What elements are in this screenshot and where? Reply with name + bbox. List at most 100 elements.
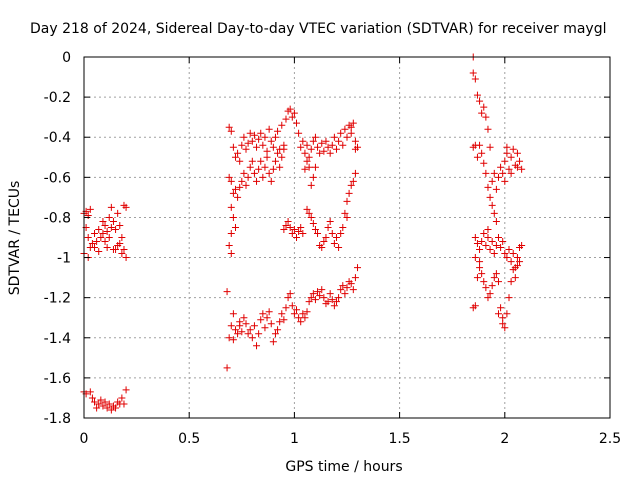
x-tick-label: 1 xyxy=(290,431,299,447)
data-point xyxy=(259,310,267,318)
data-point xyxy=(282,304,290,312)
data-point xyxy=(246,129,254,137)
data-point xyxy=(261,324,269,332)
data-point xyxy=(337,129,345,137)
data-point xyxy=(503,143,511,151)
data-point xyxy=(494,310,502,318)
data-point xyxy=(349,286,357,294)
data-point xyxy=(248,137,256,145)
axis-ticks xyxy=(83,56,611,419)
y-tick-label: -1.2 xyxy=(44,291,71,307)
data-point xyxy=(473,274,481,282)
x-tick-labels: 0 0.5 1 1.5 2 2.5 xyxy=(80,431,622,447)
data-point xyxy=(282,221,290,229)
data-point xyxy=(326,217,334,225)
data-point xyxy=(347,181,355,189)
data-point xyxy=(242,181,250,189)
data-point xyxy=(478,270,486,278)
data-point xyxy=(240,133,248,141)
data-point xyxy=(335,137,343,145)
data-point xyxy=(263,314,271,322)
data-point xyxy=(486,246,494,254)
data-point xyxy=(518,242,526,250)
data-point xyxy=(242,145,250,153)
data-point xyxy=(101,398,109,406)
data-point xyxy=(280,225,288,233)
data-point xyxy=(324,298,332,306)
data-point xyxy=(503,254,511,262)
data-point xyxy=(229,310,237,318)
data-point xyxy=(280,316,288,324)
data-point xyxy=(109,217,117,225)
data-point xyxy=(311,225,319,233)
data-point xyxy=(231,153,239,161)
data-point xyxy=(238,141,246,149)
data-point xyxy=(255,330,263,338)
data-point xyxy=(482,284,490,292)
x-tick-label: 2.5 xyxy=(599,431,621,447)
data-point xyxy=(486,143,494,151)
data-point xyxy=(248,334,256,342)
data-point xyxy=(225,123,233,131)
y-tick-label: -0.8 xyxy=(44,210,71,226)
data-point xyxy=(284,294,292,302)
data-point xyxy=(311,133,319,141)
data-point xyxy=(326,290,334,298)
data-point xyxy=(488,282,496,290)
data-point xyxy=(318,286,326,294)
data-point xyxy=(482,242,490,250)
data-point xyxy=(511,274,519,282)
data-point xyxy=(303,157,311,165)
data-point xyxy=(299,229,307,237)
data-point xyxy=(95,400,103,408)
data-point xyxy=(225,173,233,181)
data-point xyxy=(351,274,359,282)
data-point xyxy=(497,304,505,312)
data-point xyxy=(476,141,484,149)
data-point xyxy=(286,223,294,231)
data-point xyxy=(482,113,490,121)
data-point xyxy=(246,326,254,334)
y-tick-labels: 0 -0.2 -0.4 -0.6 -0.8 -1 -1.2 -1.4 -1.6 -1.8 xyxy=(44,50,71,427)
data-point xyxy=(231,326,239,334)
data-point xyxy=(478,109,486,117)
data-point xyxy=(112,404,120,412)
y-tick-label: -1.6 xyxy=(44,371,71,387)
data-point xyxy=(316,292,324,300)
data-point xyxy=(297,223,305,231)
data-point xyxy=(288,113,296,121)
data-point xyxy=(88,394,96,402)
data-point xyxy=(314,229,322,237)
data-point xyxy=(354,264,362,272)
data-point xyxy=(480,278,488,286)
data-point xyxy=(471,234,479,241)
data-point xyxy=(236,183,244,191)
data-point xyxy=(480,103,488,111)
data-point xyxy=(103,244,111,252)
data-point xyxy=(505,246,513,254)
data-point xyxy=(101,238,109,246)
data-point xyxy=(503,310,511,318)
data-point xyxy=(343,213,351,221)
data-point xyxy=(501,250,509,258)
data-point xyxy=(469,69,477,77)
data-point xyxy=(269,338,277,346)
data-point xyxy=(316,149,324,157)
data-point xyxy=(271,133,279,141)
data-point xyxy=(471,75,479,83)
data-point xyxy=(278,153,286,161)
data-point xyxy=(276,318,284,326)
data-point xyxy=(227,250,235,258)
data-point xyxy=(101,221,109,229)
data-point xyxy=(305,163,313,171)
data-point xyxy=(322,234,330,241)
data-point xyxy=(351,137,359,145)
data-point xyxy=(244,173,252,181)
data-point xyxy=(486,290,494,298)
data-point xyxy=(347,129,355,137)
data-point xyxy=(91,229,99,237)
data-point xyxy=(95,248,103,256)
data-point xyxy=(265,308,273,316)
data-point xyxy=(269,165,277,173)
data-point xyxy=(86,388,94,396)
